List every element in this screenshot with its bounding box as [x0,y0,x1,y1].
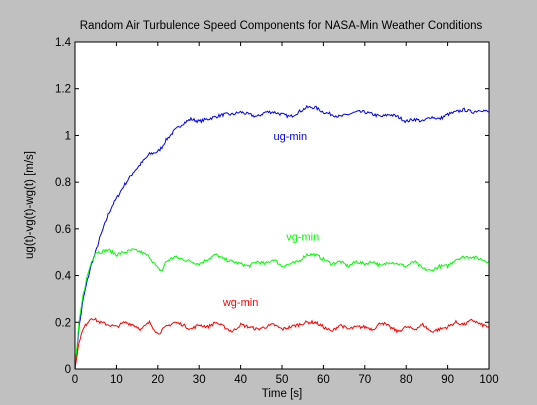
x-tick-label: 0 [72,374,78,386]
series-layer [74,104,490,370]
series-label-ug-min: ug-min [273,131,307,143]
series-label-wg-min: wg-min [222,297,258,309]
y-axis-label: ug(t)-vg(t)-wg(t) [m/s] [24,151,36,259]
x-tick-label: 100 [479,374,498,386]
x-tick-label: 90 [441,374,454,386]
annotation-layer: ug-min vg-min wg-min [222,131,319,309]
series-line-vg-min [74,248,490,369]
x-tick-label: 70 [358,374,371,386]
x-axis-label: Time [s] [262,388,302,400]
x-tick-label: 40 [234,374,247,386]
y-tick-label: 1.2 [55,84,71,96]
x-axis-ticks: 0 10 20 30 40 50 60 70 80 90 100 [72,42,499,386]
y-tick-label: 0.4 [55,271,72,283]
chart-title: Random Air Turbulence Speed Components f… [80,20,483,32]
y-tick-label: 0 [65,364,71,376]
y-tick-label: 0.2 [55,317,71,329]
x-tick-label: 10 [110,374,123,386]
x-tick-label: 20 [151,374,164,386]
series-line-wg-min [74,317,490,369]
y-tick-label: 1 [65,130,71,142]
x-tick-label: 80 [400,374,413,386]
y-axis-ticks: 0 0.2 0.4 0.6 0.8 1 1.2 1.4 [55,37,489,376]
x-tick-label: 30 [193,374,206,386]
series-label-vg-min: vg-min [286,232,319,244]
y-tick-label: 1.4 [55,37,72,49]
y-tick-label: 0.8 [55,177,71,189]
x-tick-label: 60 [317,374,330,386]
plot-area [75,42,489,369]
series-line-ug-min [74,104,490,370]
x-tick-label: 50 [276,374,289,386]
y-tick-label: 0.6 [55,224,71,236]
